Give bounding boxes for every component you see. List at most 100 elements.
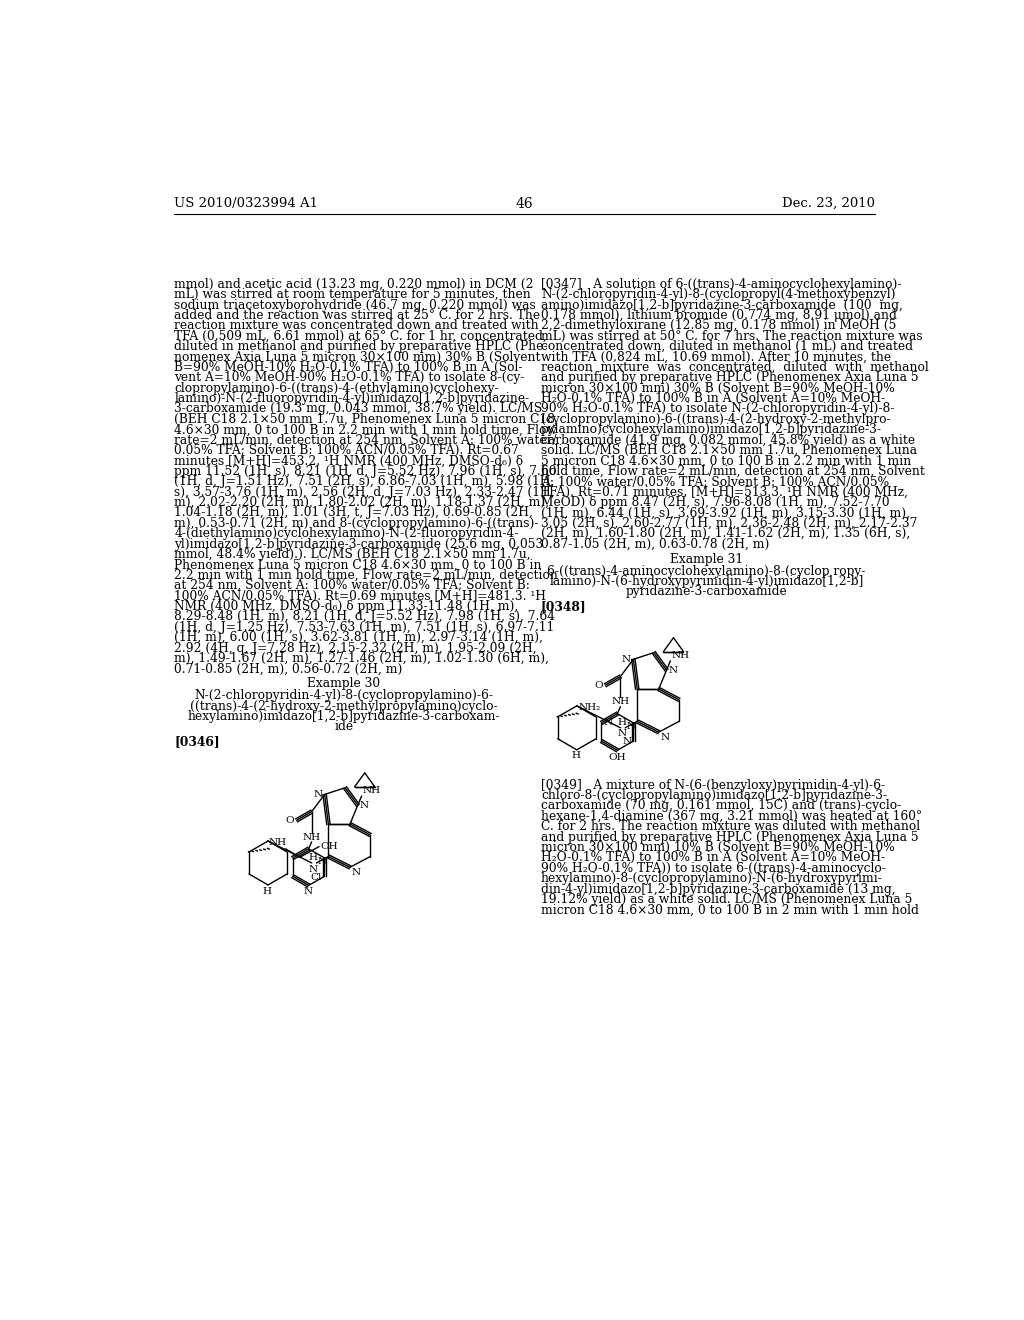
Text: A: 100% water/0.05% TFA; Solvent B: 100% ACN/0.05%: A: 100% water/0.05% TFA; Solvent B: 100%…	[541, 475, 889, 488]
Text: NMR (400 MHz, DMSO-d₆) δ ppm 11.33-11.48 (1H, m),: NMR (400 MHz, DMSO-d₆) δ ppm 11.33-11.48…	[174, 601, 519, 612]
Text: ppm 11.52 (1H, s), 8.21 (1H, d, J=5.52 Hz), 7.96 (1H, s), 7.60: ppm 11.52 (1H, s), 8.21 (1H, d, J=5.52 H…	[174, 465, 557, 478]
Text: din-4-yl)imidazo[1,2-b]pyridazine-3-carboxamide (13 mg,: din-4-yl)imidazo[1,2-b]pyridazine-3-carb…	[541, 883, 896, 895]
Text: sodium triacetoxyborohydride (46.7 mg, 0.220 mmol) was: sodium triacetoxyborohydride (46.7 mg, 0…	[174, 298, 537, 312]
Text: micron 30×100 mm) 10% B (Solvent B=90% MeOH-10%: micron 30×100 mm) 10% B (Solvent B=90% M…	[541, 841, 895, 854]
Text: NH: NH	[671, 651, 689, 660]
Text: and purified by preparative HPLC (Phenomenex Axia Luna 5: and purified by preparative HPLC (Phenom…	[541, 371, 919, 384]
Text: N: N	[660, 733, 670, 742]
Text: ((trans)-4-(2-hydroxy-2-methylpropylamino)cyclo-: ((trans)-4-(2-hydroxy-2-methylpropylamin…	[190, 700, 498, 713]
Text: 4-(diethylamino)cyclohexylamino)-N-(2-fluoropyridin-4-: 4-(diethylamino)cyclohexylamino)-N-(2-fl…	[174, 527, 519, 540]
Text: NH: NH	[268, 838, 287, 847]
Text: [0346]: [0346]	[174, 735, 220, 748]
Text: 2,2-dimethyloxirane (12.85 mg, 0.178 mmol) in MeOH (5: 2,2-dimethyloxirane (12.85 mg, 0.178 mmo…	[541, 319, 896, 333]
Text: 0.71-0.85 (2H, m), 0.56-0.72 (2H, m): 0.71-0.85 (2H, m), 0.56-0.72 (2H, m)	[174, 663, 402, 676]
Text: mmol, 48.4% yield).). LC/MS (BEH C18 2.1×50 mm 1.7u,: mmol, 48.4% yield).). LC/MS (BEH C18 2.1…	[174, 548, 531, 561]
Text: carboxamide (41.9 mg, 0.082 mmol, 45.8% yield) as a white: carboxamide (41.9 mg, 0.082 mmol, 45.8% …	[541, 434, 915, 446]
Text: m), 1.49-1.67 (2H, m), 1.27-1.46 (2H, m), 1.02-1.30 (6H, m),: m), 1.49-1.67 (2H, m), 1.27-1.46 (2H, m)…	[174, 652, 550, 665]
Text: minutes [M+H]=453.2. ¹H NMR (400 MHz, DMSO-d₆) δ: minutes [M+H]=453.2. ¹H NMR (400 MHz, DM…	[174, 454, 523, 467]
Text: Dec. 23, 2010: Dec. 23, 2010	[782, 197, 876, 210]
Text: 100% ACN/0.05% TFA). Rt=0.69 minutes [M+H]=481.3. ¹H: 100% ACN/0.05% TFA). Rt=0.69 minutes [M+…	[174, 590, 547, 603]
Text: 0.05% TFA; Solvent B: 100% ACN/0.05% TFA). Rt=0.67: 0.05% TFA; Solvent B: 100% ACN/0.05% TFA…	[174, 444, 519, 457]
Text: H: H	[571, 751, 581, 760]
Text: Cl: Cl	[310, 873, 323, 882]
Text: chloro-8-(cyclopropylamino)imidazo[1,2-b]pyridazine-3-: chloro-8-(cyclopropylamino)imidazo[1,2-b…	[541, 789, 887, 803]
Text: lamino)-N-(2-fluoropyridin-4-yl)imidazo[1,2-b]pyridazine-: lamino)-N-(2-fluoropyridin-4-yl)imidazo[…	[174, 392, 529, 405]
Text: H₂O-0.1% TFA) to 100% B in A (Solvent A=10% MeOH-: H₂O-0.1% TFA) to 100% B in A (Solvent A=…	[541, 851, 885, 865]
Text: solid. LC/MS (BEH C18 2.1×50 mm 1.7u, Phenomenex Luna: solid. LC/MS (BEH C18 2.1×50 mm 1.7u, Ph…	[541, 444, 918, 457]
Text: NH₂: NH₂	[579, 704, 601, 711]
Text: 19.12% yield) as a white solid. LC/MS (Phenomenex Luna 5: 19.12% yield) as a white solid. LC/MS (P…	[541, 892, 912, 906]
Text: m), 2.02-2.20 (2H, m), 1.80-2.02 (2H, m), 1.18-1.37 (2H, m),: m), 2.02-2.20 (2H, m), 1.80-2.02 (2H, m)…	[174, 496, 550, 510]
Text: H: H	[263, 887, 271, 895]
Text: micron C18 4.6×30 mm, 0 to 100 B in 2 min with 1 min hold: micron C18 4.6×30 mm, 0 to 100 B in 2 mi…	[541, 903, 919, 916]
Text: hexylamino)-8-(cyclopropylamino)-N-(6-hydroxypyrimi-: hexylamino)-8-(cyclopropylamino)-N-(6-hy…	[541, 873, 883, 886]
Text: 0.87-1.05 (2H, m), 0.63-0.78 (2H, m): 0.87-1.05 (2H, m), 0.63-0.78 (2H, m)	[541, 537, 769, 550]
Text: N: N	[617, 730, 627, 738]
Text: (cyclopropylamino)-6-((trans)-4-(2-hydroxy-2-methylpro-: (cyclopropylamino)-6-((trans)-4-(2-hydro…	[541, 413, 891, 426]
Text: OH: OH	[321, 842, 338, 851]
Text: TFA (0.509 mL, 6.61 mmol) at 65° C. for 1 hr, concentrated,: TFA (0.509 mL, 6.61 mmol) at 65° C. for …	[174, 330, 547, 343]
Text: H: H	[617, 718, 627, 727]
Text: O: O	[286, 816, 294, 825]
Text: 46: 46	[516, 197, 534, 211]
Text: at 254 nm, Solvent A: 100% water/0.05% TFA; Solvent B:: at 254 nm, Solvent A: 100% water/0.05% T…	[174, 579, 530, 593]
Text: added and the reaction was stirred at 25° C. for 2 hrs. The: added and the reaction was stirred at 25…	[174, 309, 541, 322]
Text: micron 30×100 mm) 30% B (Solvent B=90% MeOH-10%: micron 30×100 mm) 30% B (Solvent B=90% M…	[541, 381, 895, 395]
Text: (BEH C18 2.1×50 mm 1.7u, Phenomenex Luna 5 micron C18: (BEH C18 2.1×50 mm 1.7u, Phenomenex Luna…	[174, 413, 555, 426]
Text: N: N	[303, 887, 312, 896]
Text: N: N	[603, 718, 612, 727]
Text: MeOD) δ ppm 8.47 (2H, s), 7.96-8.08 (1H, m), 7.52-7.70: MeOD) δ ppm 8.47 (2H, s), 7.96-8.08 (1H,…	[541, 496, 890, 510]
Text: (1H, d, J=1.51 Hz), 7.51 (2H, s), 6.86-7.03 (1H, m), 5.98 (1H,: (1H, d, J=1.51 Hz), 7.51 (2H, s), 6.86-7…	[174, 475, 555, 488]
Text: diluted in methanol and purified by preparative HPLC (Phe-: diluted in methanol and purified by prep…	[174, 341, 548, 354]
Text: N: N	[359, 801, 369, 809]
Text: O: O	[594, 681, 603, 689]
Text: (2H, m), 1.60-1.80 (2H, m), 1.41-1.62 (2H, m), 1.35 (6H, s),: (2H, m), 1.60-1.80 (2H, m), 1.41-1.62 (2…	[541, 527, 910, 540]
Text: 1.04-1.18 (2H, m), 1.01 (3H, t, J=7.03 Hz), 0.69-0.85 (2H,: 1.04-1.18 (2H, m), 1.01 (3H, t, J=7.03 H…	[174, 507, 534, 520]
Text: pylamino)cyclohexylamino)imidazo[1,2-b]pyridazine-3-: pylamino)cyclohexylamino)imidazo[1,2-b]p…	[541, 424, 882, 437]
Text: ide: ide	[334, 721, 353, 734]
Text: 4.6×30 mm, 0 to 100 B in 2.2 min with 1 min hold time, Flow: 4.6×30 mm, 0 to 100 B in 2.2 min with 1 …	[174, 424, 557, 437]
Text: TFA). Rt=0.71 minutes. [M+H]=513.3. ¹H NMR (400 MHz,: TFA). Rt=0.71 minutes. [M+H]=513.3. ¹H N…	[541, 486, 908, 499]
Text: nomenex Axia Luna 5 micron 30×100 mm) 30% B (Solvent: nomenex Axia Luna 5 micron 30×100 mm) 30…	[174, 351, 541, 363]
Text: concentrated down, diluted in methanol (1 mL) and treated: concentrated down, diluted in methanol (…	[541, 341, 913, 354]
Text: 0.178 mmol), lithium bromide (0.774 mg, 8.91 μmol) and: 0.178 mmol), lithium bromide (0.774 mg, …	[541, 309, 897, 322]
Text: (1H, d, J=1.25 Hz), 7.53-7.63 (1H, m), 7.51 (1H, s), 6.97-7.11: (1H, d, J=1.25 Hz), 7.53-7.63 (1H, m), 7…	[174, 620, 555, 634]
Text: reaction mixture was concentrated down and treated with: reaction mixture was concentrated down a…	[174, 319, 539, 333]
Text: with TFA (0.824 mL, 10.69 mmol). After 10 minutes, the: with TFA (0.824 mL, 10.69 mmol). After 1…	[541, 351, 891, 363]
Text: N: N	[313, 789, 323, 799]
Text: Example 31: Example 31	[670, 553, 743, 566]
Text: yl)imidazo[1,2-b]pyridazine-3-carboxamide (25.6 mg, 0.053: yl)imidazo[1,2-b]pyridazine-3-carboxamid…	[174, 537, 544, 550]
Text: pyridazine-3-carboxamide: pyridazine-3-carboxamide	[626, 585, 787, 598]
Text: N: N	[623, 737, 632, 746]
Text: 3-carboxamide (19.3 mg, 0.043 mmol, 38.7% yield). LC/MS: 3-carboxamide (19.3 mg, 0.043 mmol, 38.7…	[174, 403, 543, 416]
Text: vent A=10% MeOH-90% H₂O-0.1% TFA) to isolate 8-(cy-: vent A=10% MeOH-90% H₂O-0.1% TFA) to iso…	[174, 371, 525, 384]
Text: (1H, m), 6.44 (1H, s), 3.69-3.92 (1H, m), 3.15-3.30 (1H, m),: (1H, m), 6.44 (1H, s), 3.69-3.92 (1H, m)…	[541, 507, 910, 520]
Text: [0349]   A mixture of N-(6-(benzyloxy)pyrimidin-4-yl)-6-: [0349] A mixture of N-(6-(benzyloxy)pyri…	[541, 779, 885, 792]
Text: hexylamino)imidazo[1,2-b]pyridazine-3-carboxam-: hexylamino)imidazo[1,2-b]pyridazine-3-ca…	[187, 710, 500, 723]
Text: s), 3.57-3.76 (1H, m), 2.56 (2H, d, J=7.03 Hz), 2.33-2.47 (1H,: s), 3.57-3.76 (1H, m), 2.56 (2H, d, J=7.…	[174, 486, 555, 499]
Text: NH: NH	[362, 787, 381, 795]
Text: amino)imidazo[1,2-b]pyridazine-3-carboxamide  (100  mg,: amino)imidazo[1,2-b]pyridazine-3-carboxa…	[541, 298, 903, 312]
Text: N-(2-chloropyridin-4-yl)-8-(cyclopropylamino)-6-: N-(2-chloropyridin-4-yl)-8-(cyclopropyla…	[195, 689, 494, 702]
Text: lamino)-N-(6-hydroxypyrimidin-4-yl)imidazo[1,2-b]: lamino)-N-(6-hydroxypyrimidin-4-yl)imida…	[550, 576, 863, 587]
Text: N: N	[351, 869, 360, 876]
Text: rate=2 mL/min, detection at 254 nm, Solvent A: 100% water/: rate=2 mL/min, detection at 254 nm, Solv…	[174, 434, 557, 446]
Text: N: N	[317, 857, 327, 866]
Text: mL) was stirred at room temperature for 5 minutes, then: mL) was stirred at room temperature for …	[174, 288, 531, 301]
Text: mmol) and acetic acid (13.23 mg, 0.220 mmol) in DCM (2: mmol) and acetic acid (13.23 mg, 0.220 m…	[174, 277, 534, 290]
Text: 2.2 min with 1 min hold time, Flow rate=2 mL/min, detection: 2.2 min with 1 min hold time, Flow rate=…	[174, 569, 558, 582]
Text: carboxamide (70 mg, 0.161 mmol, 15C) and (trans)-cyclo-: carboxamide (70 mg, 0.161 mmol, 15C) and…	[541, 800, 901, 812]
Text: US 2010/0323994 A1: US 2010/0323994 A1	[174, 197, 318, 210]
Text: N: N	[622, 655, 631, 664]
Text: N: N	[627, 722, 636, 731]
Text: 90% H₂O-0.1% TFA) to isolate N-(2-chloropyridin-4-yl)-8-: 90% H₂O-0.1% TFA) to isolate N-(2-chloro…	[541, 403, 895, 416]
Text: 2.92 (4H, q, J=7.28 Hz), 2.15-2.32 (2H, m), 1.95-2.09 (2H,: 2.92 (4H, q, J=7.28 Hz), 2.15-2.32 (2H, …	[174, 642, 537, 655]
Text: hexane-1,4-diamine (367 mg, 3.21 mmol) was heated at 160°: hexane-1,4-diamine (367 mg, 3.21 mmol) w…	[541, 810, 922, 822]
Text: 90% H₂O-0.1% TFA)) to isolate 6-((trans)-4-aminocyclo-: 90% H₂O-0.1% TFA)) to isolate 6-((trans)…	[541, 862, 886, 875]
Text: Example 30: Example 30	[307, 677, 380, 690]
Text: NH: NH	[303, 833, 321, 842]
Text: Phenomenex Luna 5 micron C18 4.6×30 mm, 0 to 100 B in: Phenomenex Luna 5 micron C18 4.6×30 mm, …	[174, 558, 542, 572]
Text: 3.05 (2H, s), 2.60-2.77 (1H, m), 2.36-2.48 (2H, m), 2.17-2.37: 3.05 (2H, s), 2.60-2.77 (1H, m), 2.36-2.…	[541, 517, 918, 529]
Text: 8.29-8.48 (1H, m), 8.21 (1H, d, J=5.52 Hz), 7.98 (1H, s), 7.64: 8.29-8.48 (1H, m), 8.21 (1H, d, J=5.52 H…	[174, 610, 556, 623]
Text: 5 micron C18 4.6×30 mm, 0 to 100 B in 2.2 min with 1 min: 5 micron C18 4.6×30 mm, 0 to 100 B in 2.…	[541, 454, 911, 467]
